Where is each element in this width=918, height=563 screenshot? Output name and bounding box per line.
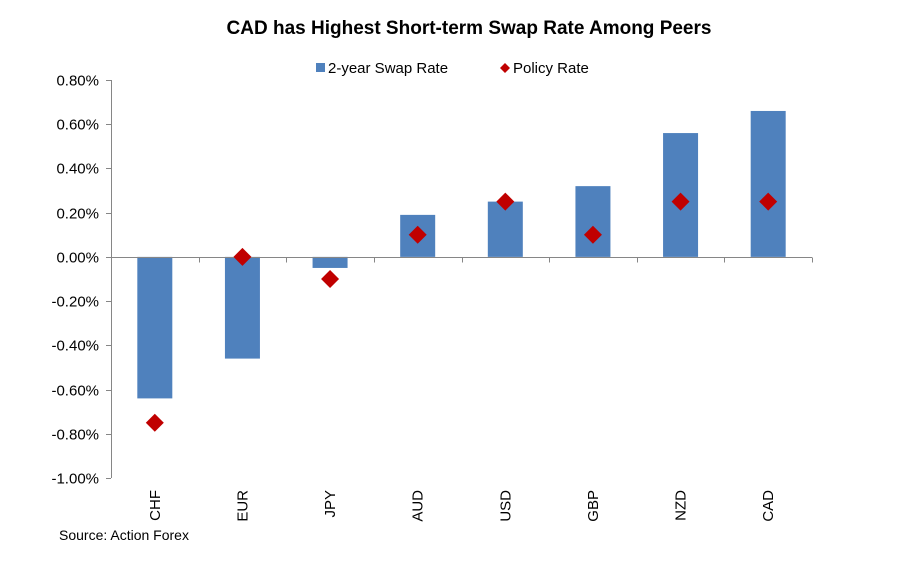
y-tick-label: 0.80%	[56, 73, 99, 90]
marker-nzd	[671, 192, 690, 211]
x-tick-label: USD	[497, 490, 514, 522]
source-note: Source: Action Forex	[59, 527, 189, 543]
y-tick-label: -0.80%	[51, 427, 99, 444]
bar-cad	[750, 110, 786, 257]
bar-gbp	[575, 186, 611, 257]
legend-label-policy-rate: Policy Rate	[513, 60, 589, 77]
y-tick-label: -1.00%	[51, 471, 99, 488]
bar-chf	[137, 256, 173, 399]
marker-cad	[759, 192, 778, 211]
y-tick-label: -0.20%	[51, 294, 99, 311]
y-tick-label: 0.00%	[56, 250, 99, 267]
marker-aud	[408, 225, 427, 244]
marker-chf	[145, 413, 164, 432]
bar-usd	[487, 201, 523, 257]
legend: 2-year Swap Rate Policy Rate	[316, 60, 589, 77]
bar-series	[137, 110, 786, 399]
x-tick-label: GBP	[585, 490, 602, 522]
x-axis	[111, 257, 813, 263]
y-tick-label: 0.20%	[56, 206, 99, 223]
y-tick-label: -0.40%	[51, 338, 99, 355]
bar-eur	[224, 256, 260, 359]
legend-swatch-swap-rate	[316, 63, 325, 72]
x-tick-label: EUR	[234, 490, 251, 522]
category-labels: CHF EUR JPY AUD USD GBP NZD CAD	[147, 490, 777, 522]
bar-jpy	[312, 256, 348, 268]
marker-eur	[233, 247, 252, 266]
marker-series	[145, 192, 778, 432]
y-axis: 0.80% 0.60% 0.40% 0.20% 0.00% -0.20% -0.40% -0.…	[51, 73, 112, 488]
legend-label-swap-rate: 2-year Swap Rate	[328, 60, 448, 77]
x-tick-label: CHF	[147, 490, 164, 521]
marker-usd	[496, 192, 515, 211]
x-tick-label: NZD	[673, 490, 690, 521]
legend-swatch-policy-rate	[500, 63, 510, 73]
x-tick-label: AUD	[410, 490, 427, 522]
y-tick-label: 0.40%	[56, 161, 99, 178]
y-tick-label: 0.60%	[56, 117, 99, 134]
y-tick-label: -0.60%	[51, 383, 99, 400]
x-tick-label: CAD	[760, 490, 777, 522]
chart-title: CAD has Highest Short-term Swap Rate Amo…	[227, 18, 712, 39]
marker-gbp	[583, 225, 602, 244]
marker-jpy	[321, 270, 340, 288]
x-tick-label: JPY	[322, 490, 339, 518]
